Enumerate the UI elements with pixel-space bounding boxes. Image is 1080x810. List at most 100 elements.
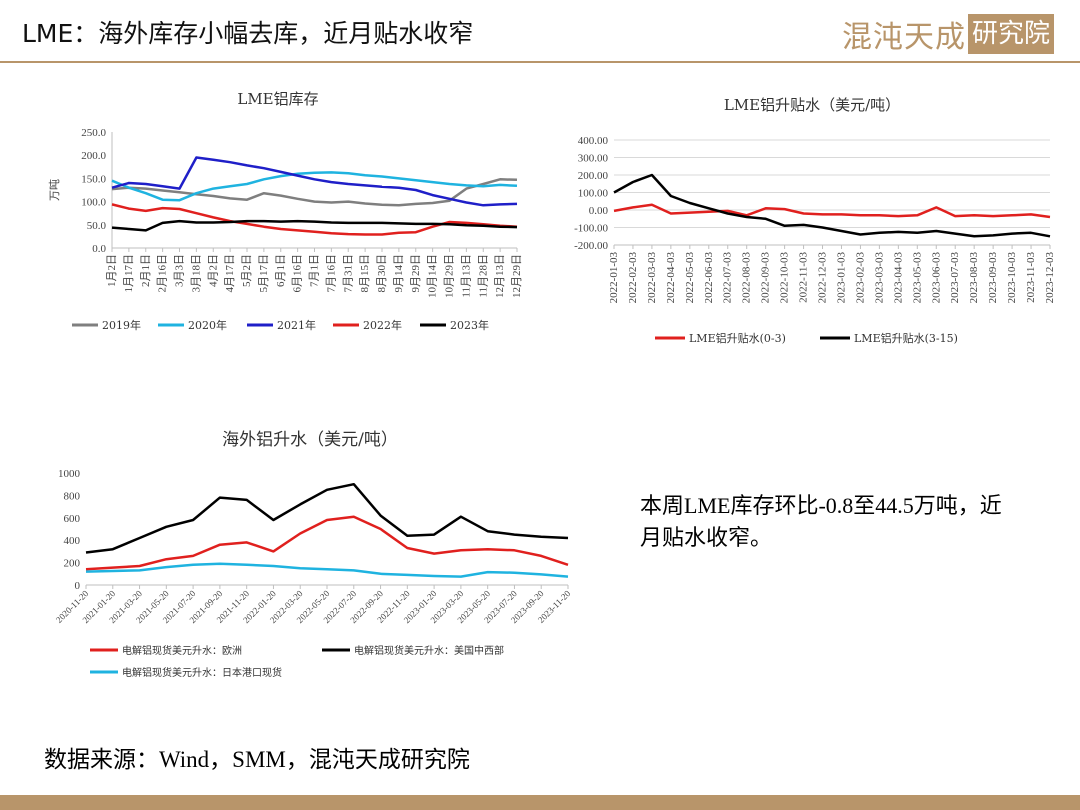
x-tick-label: 6月1日 xyxy=(275,254,287,287)
y-tick-label: 800 xyxy=(64,490,81,502)
x-tick-label: 1月17日 xyxy=(123,254,135,293)
series-line xyxy=(85,482,569,554)
x-tick-label: 4月17日 xyxy=(224,254,236,293)
x-tick-label: 8月30日 xyxy=(376,254,388,293)
chart-title: LME铝升贴水（美元/吨） xyxy=(724,96,900,114)
x-tick-label: 2022-05-20 xyxy=(295,588,332,625)
y-tick-label: 250.0 xyxy=(81,127,106,139)
y-tick-label: 1000 xyxy=(58,468,81,480)
legend-label: 电解铝现货美元升水：美国中西部 xyxy=(354,644,504,657)
x-tick-label: 2023-07-03 xyxy=(949,252,961,304)
series-line xyxy=(85,562,569,578)
series-line xyxy=(613,173,1051,238)
x-tick-label: 2022-04-03 xyxy=(665,252,677,304)
slide-title: LME：海外库存小幅去库，近月贴水收窄 xyxy=(22,19,474,48)
x-tick-label: 9月14日 xyxy=(393,254,405,293)
x-tick-label: 12月13日 xyxy=(494,254,506,298)
x-tick-label: 2022-06-03 xyxy=(703,252,715,304)
x-tick-label: 2022-05-03 xyxy=(684,252,696,304)
y-tick-label: 0.0 xyxy=(92,243,106,255)
x-tick-label: 2月1日 xyxy=(140,254,152,287)
data-source: 数据来源：Wind，SMM，混沌天成研究院 xyxy=(44,747,470,772)
x-tick-label: 8月15日 xyxy=(359,254,371,293)
logo-text: 混沌天成 xyxy=(842,20,966,55)
legend-label: LME铝升贴水(3-15) xyxy=(854,331,958,345)
x-tick-label: 2023-01-03 xyxy=(835,252,847,304)
x-tick-label: 1月2日 xyxy=(106,254,118,287)
x-tick-label: 2021-01-20 xyxy=(80,588,117,625)
legend-label: 2022年 xyxy=(363,318,402,332)
x-tick-label: 7月16日 xyxy=(325,254,337,293)
series-line xyxy=(111,156,518,207)
x-tick-label: 2021-11-20 xyxy=(215,588,252,625)
x-tick-label: 7月31日 xyxy=(342,254,354,293)
x-tick-label: 2022-03-20 xyxy=(268,588,305,625)
x-tick-label: 3月18日 xyxy=(190,254,202,293)
y-tick-label: 100.00 xyxy=(578,188,609,200)
y-tick-label: -200.00 xyxy=(574,240,608,252)
x-tick-label: 6月16日 xyxy=(292,254,304,293)
x-tick-label: 2022-09-20 xyxy=(348,588,385,625)
y-tick-label: 400.00 xyxy=(578,135,609,147)
y-tick-label: 200.00 xyxy=(578,170,609,182)
x-tick-label: 5月2日 xyxy=(241,254,253,287)
y-axis-label: 万吨 xyxy=(48,179,61,201)
x-tick-label: 10月14日 xyxy=(427,254,439,298)
y-tick-label: -100.00 xyxy=(574,223,608,235)
x-tick-label: 2023-10-03 xyxy=(1006,252,1018,304)
y-tick-label: 600 xyxy=(64,513,81,525)
x-tick-label: 2021-03-20 xyxy=(107,588,144,625)
legend-label: 电解铝现货美元升水：日本港口现货 xyxy=(122,666,282,679)
x-tick-label: 7月1日 xyxy=(309,254,321,287)
x-tick-label: 12月29日 xyxy=(511,254,523,298)
brand-logo: 混沌天成 研究院 xyxy=(842,12,1062,56)
chart-title: LME铝库存 xyxy=(237,90,318,108)
bottom-band xyxy=(0,795,1080,810)
chart-title: 海外铝升水（美元/吨） xyxy=(222,430,398,450)
series-line xyxy=(111,171,518,202)
x-tick-label: 2023-06-03 xyxy=(930,252,942,304)
x-tick-label: 2023-02-03 xyxy=(854,252,866,304)
legend-label: LME铝升贴水(0-3) xyxy=(689,331,786,345)
top-rule xyxy=(0,61,1080,63)
x-tick-label: 2022-11-03 xyxy=(798,252,810,303)
x-tick-label: 2月16日 xyxy=(157,254,169,293)
x-tick-label: 3月3日 xyxy=(174,254,186,287)
x-tick-label: 2023-03-03 xyxy=(873,252,885,304)
x-tick-label: 2023-03-20 xyxy=(429,588,466,625)
logo-box: 研究院 xyxy=(968,14,1055,54)
series-line xyxy=(111,203,518,236)
x-tick-label: 4月2日 xyxy=(207,254,219,287)
x-tick-label: 2023-05-03 xyxy=(911,252,923,304)
x-tick-label: 2023-11-20 xyxy=(536,588,573,625)
legend-label: 2021年 xyxy=(277,318,316,332)
x-tick-label: 2023-11-03 xyxy=(1025,252,1037,303)
x-tick-label: 2022-12-03 xyxy=(817,252,829,304)
x-tick-label: 2023-07-20 xyxy=(482,588,519,625)
x-tick-label: 2023-05-20 xyxy=(455,588,492,625)
x-tick-label: 2022-02-03 xyxy=(627,252,639,304)
x-tick-label: 11月28日 xyxy=(477,254,489,298)
x-tick-label: 2022-08-03 xyxy=(741,252,753,304)
x-tick-label: 2022-01-03 xyxy=(608,252,620,304)
x-tick-label: 2022-03-03 xyxy=(646,252,658,304)
series-line xyxy=(111,178,518,207)
series-line xyxy=(85,515,569,571)
x-tick-label: 2022-10-03 xyxy=(779,252,791,304)
x-tick-label: 2023-12-03 xyxy=(1044,252,1056,304)
y-tick-label: 200 xyxy=(64,558,81,570)
x-tick-label: 2022-01-20 xyxy=(241,588,278,625)
y-tick-label: 200.0 xyxy=(81,150,106,162)
x-tick-label: 2022-07-03 xyxy=(722,252,734,304)
x-tick-label: 2023-09-20 xyxy=(509,588,546,625)
legend-label: 电解铝现货美元升水：欧洲 xyxy=(122,644,242,657)
legend-label: 2019年 xyxy=(102,318,141,332)
x-tick-label: 2023-01-20 xyxy=(402,588,439,625)
x-tick-label: 2021-09-20 xyxy=(188,588,225,625)
summary-text: 本周LME库存环比-0.8至44.5万吨，近月贴水收窄。 xyxy=(640,493,1002,550)
y-tick-label: 0.00 xyxy=(589,205,609,217)
y-tick-label: 100.0 xyxy=(81,197,106,209)
legend-label: 2023年 xyxy=(450,318,489,332)
y-tick-label: 0 xyxy=(75,580,81,592)
